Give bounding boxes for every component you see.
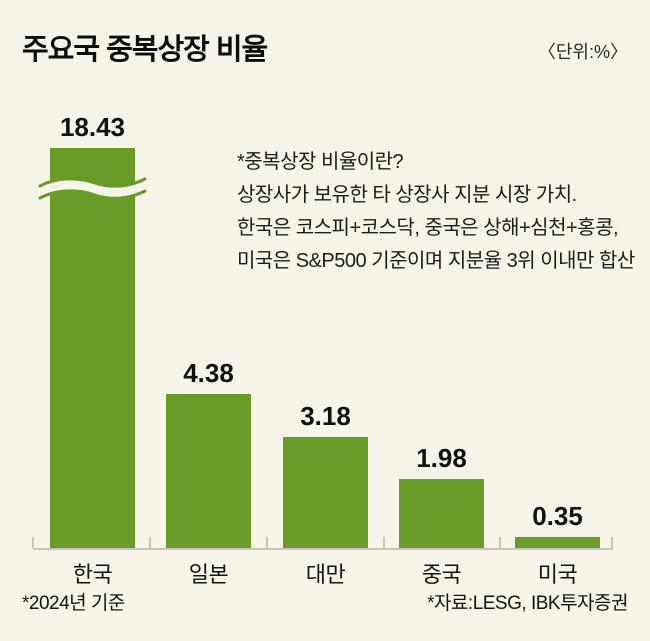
annotation-line: 상장사가 보유한 타 상장사 지분 시장 가치.	[237, 184, 577, 206]
annotation-line: 미국은 S&P500 기준이며 지분율 3위 이내만 합산	[237, 250, 635, 272]
unit-label: 〈단위:%〉	[537, 42, 628, 62]
bar-value-label: 3.18	[300, 401, 351, 431]
x-axis-tick	[611, 537, 613, 548]
bar-group-usa: 0.35 미국	[515, 501, 600, 587]
footer-note-source: *자료:LESG, IBK투자증권	[427, 593, 628, 614]
bar-group-china: 1.98 중국	[399, 443, 484, 587]
bar-value-label: 4.38	[183, 358, 234, 388]
category-label: 미국	[537, 562, 578, 587]
bar-usa	[515, 537, 600, 549]
bar-group-japan: 4.38 일본	[166, 358, 251, 587]
axis-break-icon	[38, 177, 147, 200]
x-axis-tick	[499, 537, 501, 548]
bar-group-korea: 18.43 한국	[38, 112, 147, 587]
page-title: 주요국 중복상장 비율	[22, 34, 268, 66]
x-axis-tick	[266, 537, 268, 548]
bar-japan	[166, 394, 251, 549]
category-label: 한국	[72, 562, 113, 587]
x-axis-tick	[383, 537, 385, 548]
annotation-line: 한국은 코스피+코스닥, 중국은 상해+심천+홍콩,	[237, 217, 619, 239]
bar-value-label: 0.35	[532, 501, 583, 531]
x-axis-tick	[32, 537, 34, 548]
category-label: 일본	[188, 562, 229, 587]
bar-korea	[38, 148, 147, 549]
x-axis-line	[33, 548, 613, 550]
footer-note-basis: *2024년 기준	[22, 593, 125, 614]
category-label: 중국	[421, 562, 462, 587]
bar-taiwan	[283, 437, 368, 549]
bar-china	[399, 479, 484, 549]
bar-value-label: 18.43	[59, 112, 126, 142]
annotation-line: *중복상장 비율이란?	[237, 151, 404, 173]
x-axis-tick	[149, 537, 151, 548]
category-label: 대만	[305, 562, 346, 587]
chart-annotation: *중복상장 비율이란? 상장사가 보유한 타 상장사 지분 시장 가치. 한국은…	[237, 146, 637, 278]
bar-value-label: 1.98	[416, 443, 467, 473]
bar-group-taiwan: 3.18 대만	[283, 401, 368, 587]
